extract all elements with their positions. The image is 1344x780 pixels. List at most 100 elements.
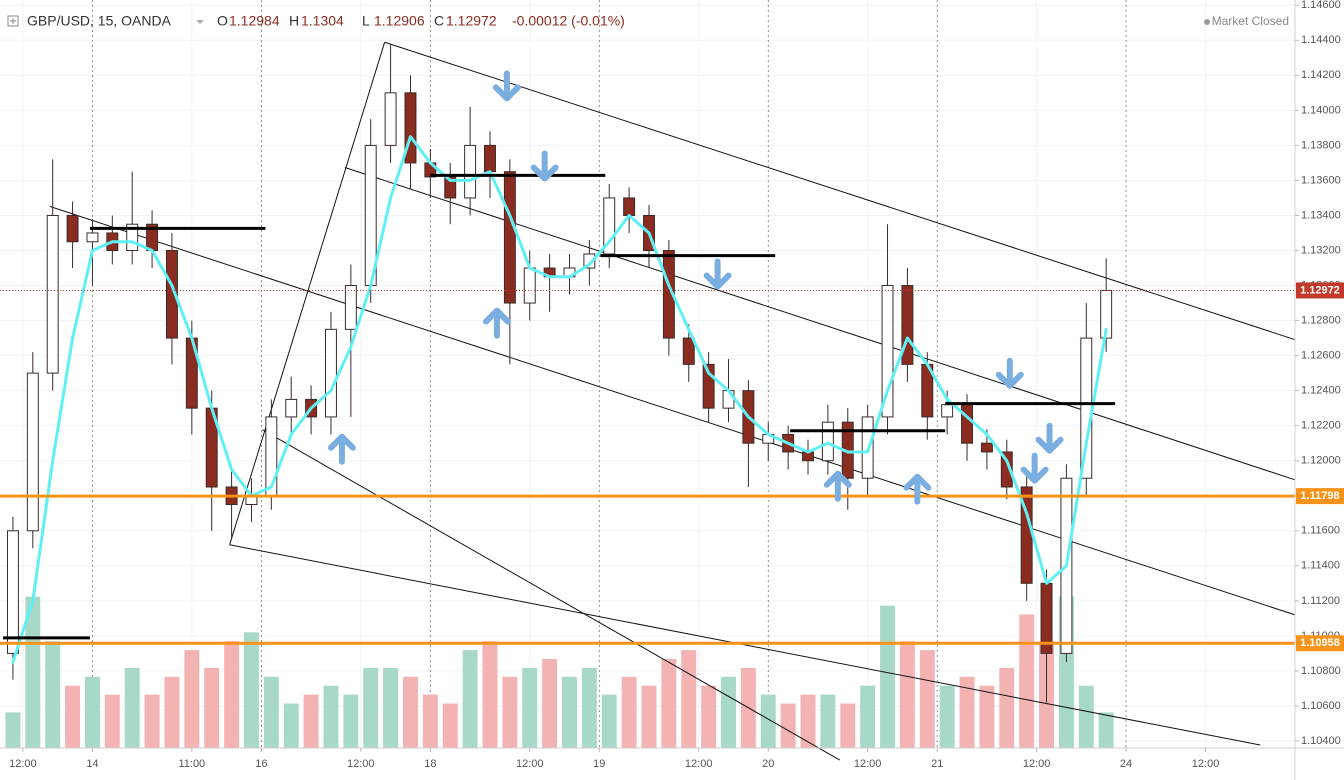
candles-layer <box>6 43 1113 703</box>
volume-bar <box>840 703 856 748</box>
symbol[interactable]: GBP/USD, 15, OANDA <box>27 13 172 29</box>
x-tick-label: 12:00 <box>854 758 882 770</box>
volume-bar <box>303 694 319 748</box>
level-label-box <box>1296 635 1344 652</box>
trend-line <box>262 429 841 761</box>
candle-body <box>961 404 973 444</box>
volume-bar <box>621 676 637 748</box>
y-tick-label: 1.14600 <box>1301 0 1341 11</box>
x-tick-label: 14 <box>86 758 98 770</box>
moving-average <box>11 135 1108 664</box>
high-label: H <box>289 13 299 29</box>
candle-body <box>325 328 337 418</box>
candle-body <box>285 398 298 418</box>
x-tick-label: 16 <box>255 758 267 770</box>
candle-body <box>901 285 914 365</box>
volume-bar <box>1019 614 1035 748</box>
volume-bar <box>144 694 160 748</box>
volume-bar <box>681 650 697 748</box>
x-tick-label: 21 <box>931 758 943 770</box>
arrow <box>530 150 559 182</box>
y-tick-label: 1.13400 <box>1301 209 1341 221</box>
level-label-box <box>1296 488 1344 505</box>
volume-bar <box>542 659 558 748</box>
volume-bar <box>65 685 81 748</box>
volume-bar <box>780 703 796 748</box>
candle-body <box>126 223 139 252</box>
volume-bar <box>164 676 180 748</box>
candle-body <box>523 267 536 304</box>
candle-body <box>26 372 39 532</box>
volume-bar <box>104 694 120 748</box>
open-value: 1.12984 <box>229 13 280 29</box>
y-tick-label: 1.11600 <box>1301 525 1340 537</box>
candle-body <box>881 285 894 418</box>
volume-bar <box>243 632 259 748</box>
candle-body <box>404 92 417 164</box>
trend-line <box>344 166 1296 481</box>
arrow <box>703 258 732 290</box>
volume-bar <box>581 667 597 748</box>
level-label: 1.10958 <box>1300 637 1340 649</box>
x-tick-label: 12:00 <box>347 758 375 770</box>
candle-body <box>941 404 954 418</box>
volume-bar <box>979 685 995 748</box>
volume-bar <box>323 685 339 748</box>
y-tick-label: 1.10800 <box>1301 665 1341 677</box>
y-tick-label: 1.13800 <box>1301 139 1341 151</box>
y-tick-label: 1.11200 <box>1301 595 1340 607</box>
arrow <box>1035 422 1064 454</box>
volume-bar <box>502 676 518 748</box>
symbol-dropdown[interactable] <box>196 20 204 24</box>
volume-bar <box>283 703 299 748</box>
trend-line <box>229 42 386 545</box>
low-value: 1.12906 <box>374 13 425 29</box>
close-value: 1.12972 <box>446 13 497 29</box>
overlay-layer <box>0 70 1295 645</box>
candle-body <box>1100 289 1113 339</box>
arrow <box>482 307 511 339</box>
arrow <box>995 357 1024 389</box>
volume-bar <box>800 694 816 748</box>
volume-bar <box>562 676 577 748</box>
volume-bar <box>760 694 776 748</box>
x-tick-label: 19 <box>593 758 605 770</box>
candle-body <box>6 530 19 654</box>
x-tick-label: 24 <box>1120 758 1132 770</box>
y-tick-label: 1.12800 <box>1301 314 1341 326</box>
volume-bar <box>721 676 736 748</box>
volume-bar <box>641 685 657 748</box>
status-dot <box>1204 19 1210 25</box>
x-tick-label: 12:00 <box>516 758 544 770</box>
trend-line <box>49 206 1296 616</box>
candle-body <box>86 232 99 243</box>
candle-body <box>1000 451 1013 488</box>
volume-bar <box>522 667 538 748</box>
collapse-icon[interactable] <box>7 15 19 27</box>
close-label: C <box>434 13 444 29</box>
y-tick-label: 1.10600 <box>1301 700 1341 712</box>
volume-bar <box>45 641 61 748</box>
x-tick-label: 12:00 <box>685 758 713 770</box>
volume-bar <box>820 694 836 748</box>
last-price-label: 1.12972 <box>1300 284 1340 296</box>
volume-bar <box>263 676 279 748</box>
volume-bar <box>343 694 359 748</box>
volume-bar <box>462 650 478 748</box>
volume-bar <box>899 641 915 748</box>
volume-bar <box>880 605 895 748</box>
volume-bar <box>5 712 21 748</box>
volume-bar <box>661 659 677 748</box>
trend-line <box>229 544 1261 746</box>
candle-body <box>980 442 993 453</box>
candle-body <box>702 363 715 409</box>
arrow <box>823 470 852 502</box>
change: -0.00012 (-0.01%) <box>512 13 625 29</box>
volume-bar <box>482 641 498 748</box>
volume-bar <box>383 667 399 748</box>
volume-bar <box>601 694 617 748</box>
volume-bar <box>403 676 418 748</box>
y-tick-label: 1.12600 <box>1301 350 1341 362</box>
volume-bar <box>959 676 975 748</box>
